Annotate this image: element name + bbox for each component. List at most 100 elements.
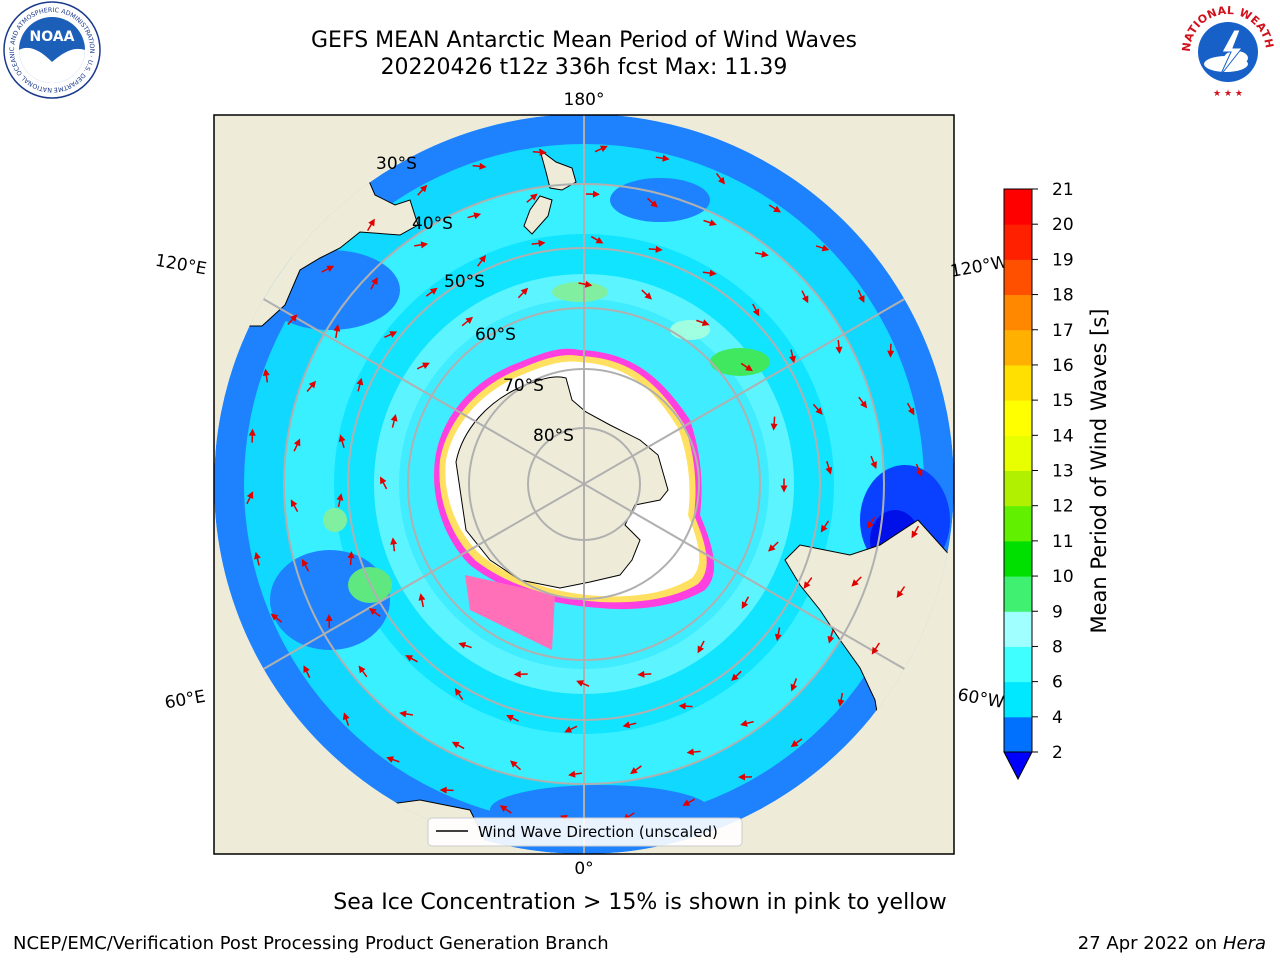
wind-wave-arrow (650, 200, 658, 208)
svg-text:NOAA: NOAA (30, 29, 75, 45)
colorbar-segment (1004, 294, 1032, 331)
colorbar-segment (1004, 435, 1032, 471)
wind-wave-arrow (916, 469, 923, 477)
wind-wave-arrow (682, 799, 691, 806)
colorbar-under-extension (1003, 751, 1033, 781)
lon-label-120w: 120°W (949, 252, 1010, 282)
wind-wave-arrow (622, 721, 631, 729)
wind-wave-arrow (422, 362, 430, 369)
wind-wave-arrow (773, 205, 781, 213)
wind-wave-arrow (827, 635, 835, 644)
wind-wave-arrow (270, 613, 279, 621)
wind-wave-arrow (429, 287, 438, 295)
footer-date: 27 Apr 2022 on Hera (1078, 933, 1266, 954)
colorbar-segment (1004, 224, 1032, 260)
colorbar-segment (1004, 470, 1032, 507)
colorbar-segment (1004, 716, 1032, 753)
lat-label-60s: 60°S (475, 325, 516, 345)
wind-wave-arrow (530, 193, 538, 201)
lon-label-60w: 60°W (956, 685, 1006, 713)
colorbar-segment (1004, 540, 1032, 577)
wind-wave-arrow (662, 154, 670, 162)
map-frame (213, 114, 955, 855)
lat-label-50s: 50°S (444, 272, 485, 292)
wind-wave-arrow (390, 537, 398, 545)
wind-wave-arrow (820, 524, 828, 533)
wind-wave-arrow (342, 712, 350, 721)
wind-wave-arrow (473, 212, 482, 220)
wind-wave-arrow (564, 726, 573, 733)
wind-wave-arrow (770, 423, 778, 431)
lat-label-70s: 70°S (503, 376, 544, 396)
colorbar-label: Mean Period of Wind Waves [s] (1087, 309, 1111, 634)
colorbar-tick-label: 16 (1052, 356, 1074, 376)
svg-text:★ ★ ★: ★ ★ ★ (1213, 89, 1243, 99)
colorbar-tick-label: 10 (1052, 567, 1074, 587)
wind-wave-arrow (290, 314, 298, 322)
lon-label-0: 0° (574, 859, 593, 879)
wind-wave-arrow (325, 613, 333, 622)
wind-wave-arrow (333, 324, 341, 332)
wind-wave-arrow (790, 683, 798, 692)
wind-wave-arrow (837, 699, 845, 707)
wind-wave-arrow (592, 190, 600, 198)
wind-wave-arrow (254, 551, 261, 560)
wind-wave-arrow (439, 786, 447, 794)
wind-wave-arrow (246, 491, 254, 500)
wind-wave-arrow (458, 642, 467, 649)
colorbar-tick-label: 14 (1052, 426, 1074, 446)
wind-wave-arrow (418, 593, 426, 601)
wind-wave-arrow (697, 645, 704, 654)
chart-title: GEFS MEAN Antarctic Mean Period of Wind … (311, 28, 857, 53)
wind-wave-arrow (709, 219, 717, 227)
colorbar-segment (1004, 576, 1032, 612)
colorbar-segment (1004, 611, 1032, 647)
wind-wave-arrow (465, 316, 474, 324)
wind-wave-arrow (539, 148, 547, 156)
footer-credit: NCEP/EMC/Verification Post Processing Pr… (13, 933, 609, 954)
wind-wave-arrow (371, 277, 378, 285)
colorbar-segment (1004, 329, 1032, 366)
wind-wave-arrow (858, 295, 865, 303)
wind-wave-arrow (568, 770, 576, 778)
colorbar-tick-label: 20 (1052, 215, 1074, 235)
colorbar-segment (1004, 505, 1032, 542)
lon-label-180: 180° (564, 90, 605, 110)
wind-wave-arrow (896, 590, 904, 599)
lon-label-120e: 120°E (154, 251, 208, 280)
wind-wave-arrow (454, 688, 462, 696)
wind-wave-arrow (368, 608, 377, 616)
colorbar-segment (1004, 681, 1032, 718)
wind-wave-arrow (576, 680, 584, 687)
colorbar-segment (1004, 400, 1032, 436)
wind-wave-arrow (599, 145, 608, 152)
wind-wave-arrow (513, 670, 521, 678)
wind-wave-arrow (336, 493, 344, 501)
colorbar-tick-label: 6 (1052, 673, 1063, 693)
wind-wave-arrow (248, 428, 256, 436)
wind-wave-arrow (860, 400, 868, 409)
wind-wave-arrow (538, 239, 546, 247)
colorbar-tick-label: 19 (1052, 250, 1074, 270)
colorbar-tick-label: 11 (1052, 532, 1074, 552)
wind-wave-arrow (338, 434, 346, 443)
wind-wave-arrow (630, 767, 638, 775)
wind-wave-arrow (405, 655, 414, 662)
wind-wave-arrow (701, 319, 710, 326)
wind-wave-arrow (506, 714, 514, 722)
lat-label-30s: 30°S (376, 154, 417, 174)
wind-wave-arrow (737, 773, 746, 781)
sea-ice-caption: Sea Ice Concentration > 15% is shown in … (333, 890, 947, 915)
colorbar-segment (1004, 364, 1032, 401)
wind-wave-vectors (246, 145, 923, 822)
legend-label: Wind Wave Direction (unscaled) (478, 823, 718, 841)
colorbar-tick-label: 9 (1052, 602, 1063, 622)
wind-wave-arrow (686, 748, 694, 756)
nws-logo: NATIONAL WEATHER SERVICE ★ ★ ★ (1176, 0, 1276, 99)
wind-wave-arrow (740, 719, 748, 727)
wind-wave-arrow (389, 331, 398, 338)
colorbar-tick-label: 15 (1052, 391, 1074, 411)
wind-wave-arrow (358, 665, 366, 674)
lat-label-80s: 80°S (533, 426, 574, 446)
